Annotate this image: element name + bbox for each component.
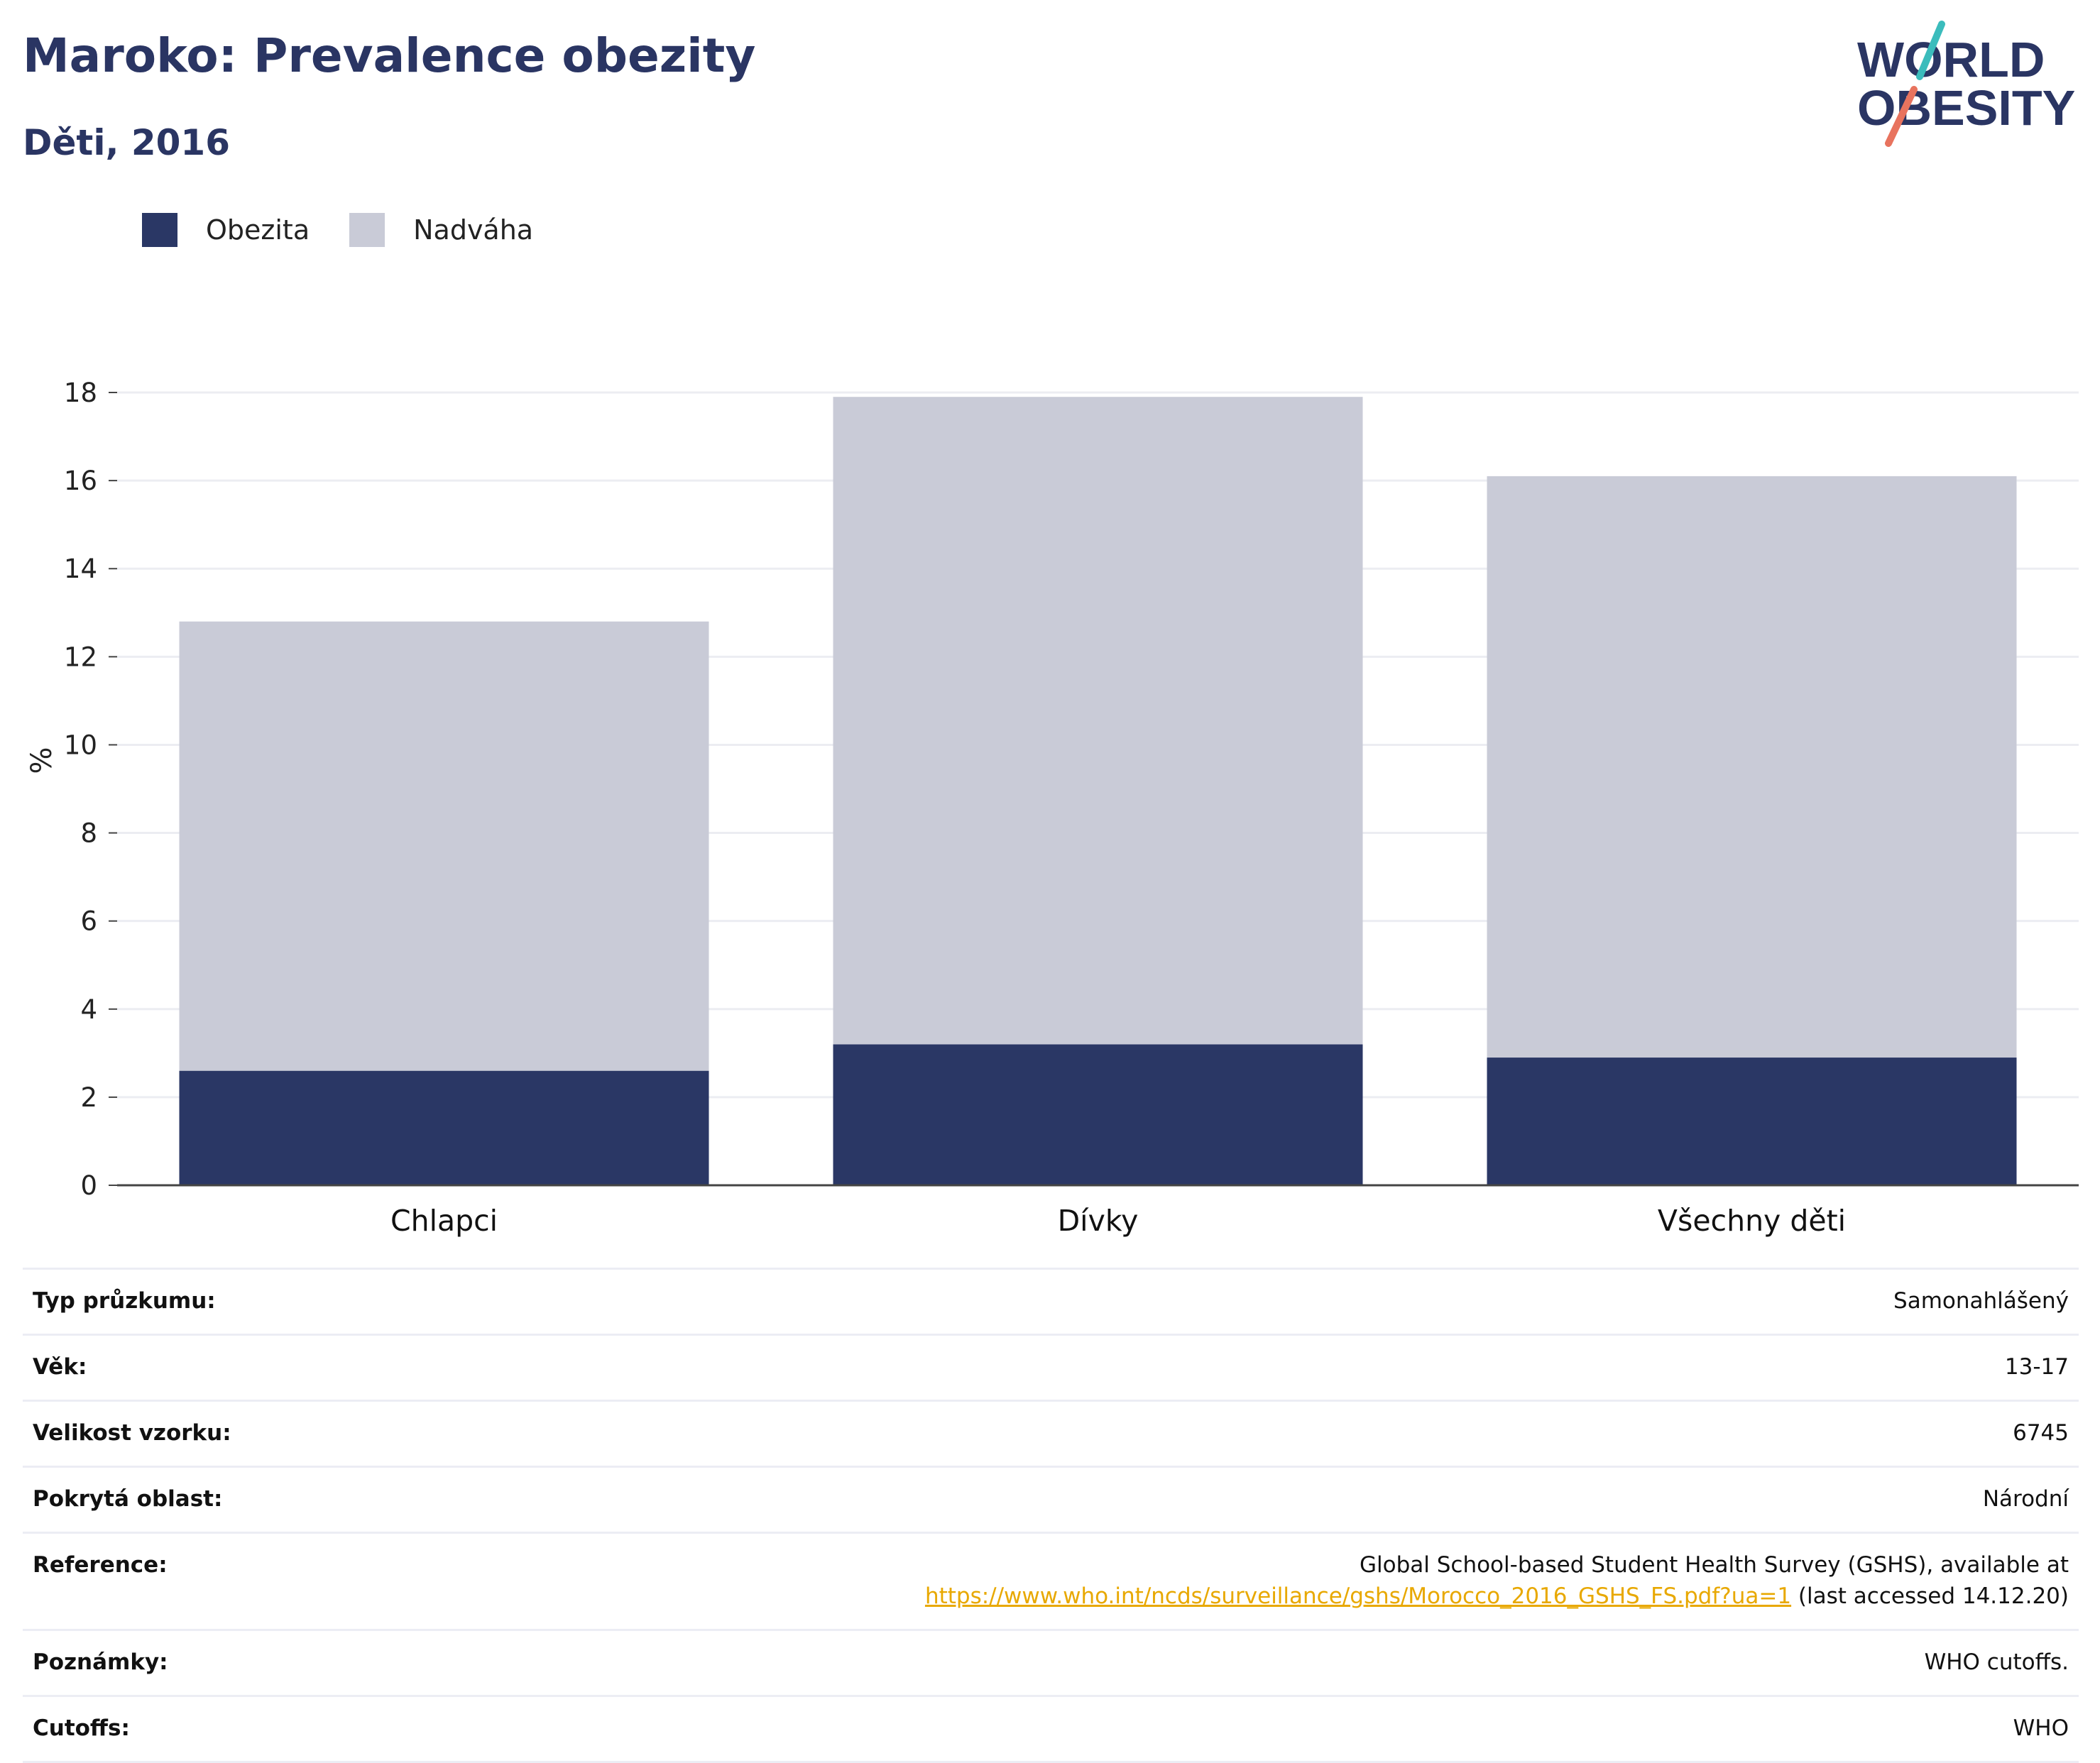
y-tick-label: 2 — [80, 1082, 97, 1113]
y-axis-label: % — [26, 747, 58, 774]
logo-slash-teal — [1916, 21, 1945, 80]
chart-title: Maroko: Prevalence obezity — [23, 28, 756, 83]
info-label-cutoffs: Cutoffs: — [23, 1695, 348, 1763]
logo-text-obesity: OBESITY — [1857, 80, 2075, 136]
info-label-survey-type: Typ průzkumu: — [23, 1268, 348, 1335]
y-tick-label: 14 — [64, 554, 97, 584]
x-tick-label: Dívky — [1058, 1204, 1139, 1238]
x-tick-label: Chlapci — [390, 1204, 498, 1238]
bar-obesity — [179, 1070, 709, 1185]
info-row-sample-size: Velikost vzorku: 6745 — [23, 1400, 2079, 1467]
info-value-cutoffs: WHO — [347, 1695, 2079, 1763]
info-value-area: Národní — [347, 1466, 2079, 1533]
legend-item-overweight: Nadváha — [349, 213, 533, 247]
info-value-survey-type: Samonahlášený — [347, 1268, 2079, 1335]
logo-text-world: WORLD — [1857, 32, 2045, 87]
y-tick-label: 16 — [64, 466, 97, 496]
bar-overweight — [1487, 476, 2017, 1058]
bar-overweight — [179, 621, 709, 1071]
bar-chart: 0 2 4 6 8 10 12 14 16 18% Chlapci Dívky Všechny děti — [0, 355, 2100, 1242]
info-row-reference: Reference: Global School-based Student H… — [23, 1532, 2079, 1630]
chart-legend: Obezita Nadváha — [142, 212, 573, 248]
info-value-age: 13-17 — [347, 1334, 2079, 1401]
y-tick-label: 4 — [80, 994, 97, 1025]
reference-accessed-note: (last accessed 14.12.20) — [1791, 1583, 2069, 1609]
reference-text: Global School-based Student Health Surve… — [1359, 1552, 2069, 1578]
info-label-area: Pokrytá oblast: — [23, 1466, 348, 1533]
reference-link[interactable]: https://www.who.int/ncds/surveillance/gs… — [924, 1583, 1792, 1609]
legend-label-overweight: Nadváha — [413, 214, 534, 246]
info-label-notes: Poznámky: — [23, 1629, 348, 1696]
info-label-reference: Reference: — [23, 1532, 348, 1630]
y-tick-label: 0 — [80, 1170, 97, 1201]
logo-slash-coral — [1885, 86, 1918, 147]
y-tick-label: 12 — [64, 642, 97, 672]
bar-obesity — [833, 1044, 1363, 1185]
info-label-age: Věk: — [23, 1334, 348, 1401]
info-value-reference: Global School-based Student Health Surve… — [347, 1532, 2079, 1630]
y-tick-label: 8 — [80, 818, 97, 849]
y-tick-label: 10 — [64, 730, 97, 760]
x-tick-label: Všechny děti — [1658, 1204, 1846, 1238]
info-row-cutoffs: Cutoffs: WHO — [23, 1695, 2079, 1763]
bar-obesity — [1487, 1058, 2017, 1185]
info-row-survey-type: Typ průzkumu: Samonahlášený — [23, 1268, 2079, 1335]
legend-label-obesity: Obezita — [206, 214, 310, 246]
info-row-age: Věk: 13-17 — [23, 1334, 2079, 1401]
chart-subtitle: Děti, 2016 — [23, 122, 231, 163]
y-tick-label: 6 — [80, 906, 97, 937]
survey-info-table: Typ průzkumu: Samonahlášený Věk: 13-17 V… — [23, 1268, 2079, 1763]
legend-swatch-obesity — [142, 213, 177, 247]
bar-overweight — [833, 397, 1363, 1045]
legend-item-obesity: Obezita — [142, 213, 310, 247]
world-obesity-logo: WORLD OBESITY — [1853, 20, 2087, 148]
chart-svg: 0 2 4 6 8 10 12 14 16 18% Chlapci Dívky Všechny děti — [26, 378, 2079, 1238]
info-row-notes: Poznámky: WHO cutoffs. — [23, 1629, 2079, 1696]
info-row-area: Pokrytá oblast: Národní — [23, 1466, 2079, 1533]
y-tick-label: 18 — [64, 378, 97, 408]
info-label-sample-size: Velikost vzorku: — [23, 1400, 348, 1467]
info-value-notes: WHO cutoffs. — [347, 1629, 2079, 1696]
legend-swatch-overweight — [349, 213, 385, 247]
info-value-sample-size: 6745 — [347, 1400, 2079, 1467]
